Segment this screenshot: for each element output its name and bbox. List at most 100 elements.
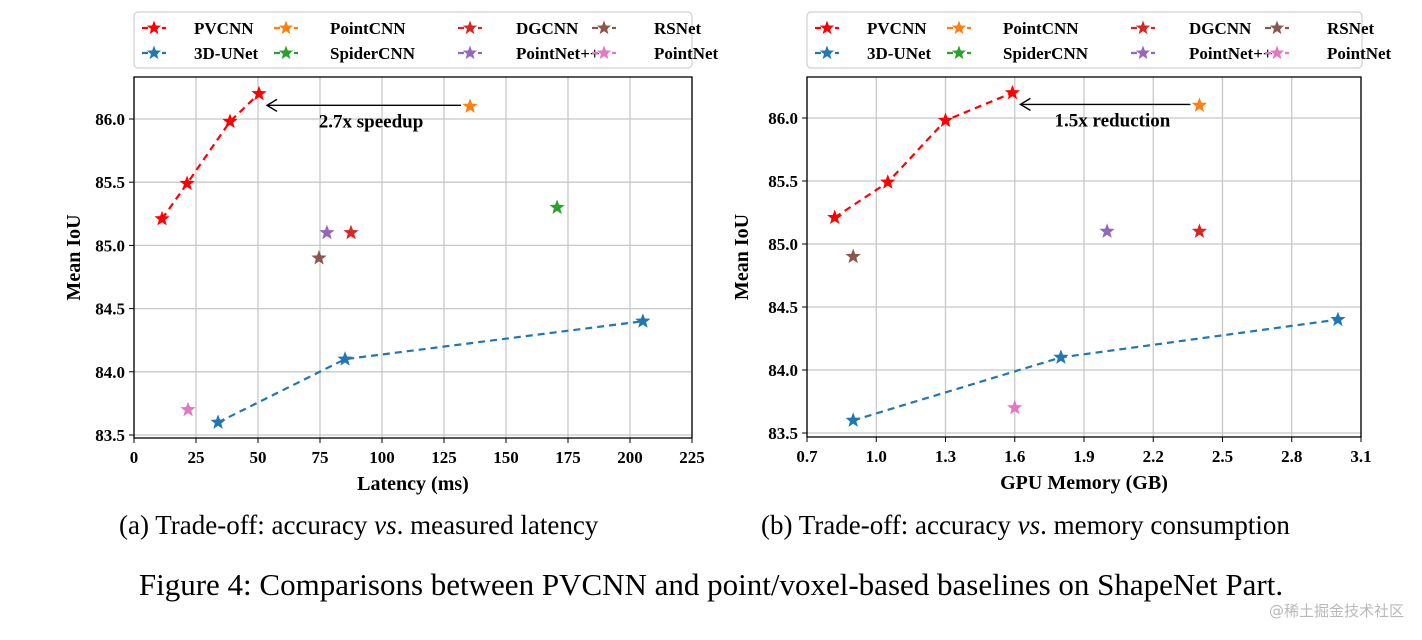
caption-b-suffix: . memory consumption bbox=[1040, 510, 1290, 540]
data-point-3d-unet bbox=[210, 414, 226, 429]
y-tick-label: 85.0 bbox=[768, 235, 798, 254]
legend-star-icon bbox=[462, 45, 478, 60]
data-point-3d-unet bbox=[635, 313, 651, 328]
legend-star-icon bbox=[819, 20, 835, 35]
legend-label: PointNet++ bbox=[1189, 44, 1273, 63]
y-tick-label: 83.5 bbox=[768, 424, 798, 443]
data-point-pvcnn bbox=[222, 113, 238, 128]
data-point-pointnet bbox=[180, 401, 196, 417]
legend-star-icon bbox=[1269, 20, 1285, 35]
x-tick-label: 225 bbox=[679, 448, 705, 467]
series-line-pvcnn bbox=[161, 92, 260, 220]
y-tick-label: 85.5 bbox=[95, 173, 125, 192]
series-line-pvcnn bbox=[834, 91, 1013, 219]
y-tick-label: 85.0 bbox=[95, 236, 125, 255]
data-point-dgcnn bbox=[1191, 223, 1208, 238]
legend-label: PointNet bbox=[654, 44, 719, 63]
data-point-spidercnn bbox=[549, 199, 565, 214]
legend-label: PointNet bbox=[1327, 44, 1392, 63]
x-tick-label: 25 bbox=[188, 448, 205, 467]
x-tick-label: 125 bbox=[431, 448, 457, 467]
x-tick-label: 2.8 bbox=[1281, 447, 1302, 466]
x-tick-label: 1.0 bbox=[866, 447, 887, 466]
data-point-pointcnn bbox=[462, 98, 478, 113]
legend-star-icon bbox=[596, 20, 612, 35]
legend-star-icon bbox=[819, 45, 835, 60]
data-point-pointnet- bbox=[319, 224, 335, 240]
caption-b-vs: vs bbox=[1017, 510, 1041, 540]
legend-label: DGCNN bbox=[516, 19, 579, 38]
x-tick-label: 2.2 bbox=[1143, 447, 1164, 466]
data-point-pointcnn bbox=[1191, 97, 1208, 112]
legend-star-icon bbox=[951, 20, 967, 35]
legend-star-icon bbox=[146, 45, 162, 60]
arrow-head-icon bbox=[1019, 97, 1031, 112]
legend-label: SpiderCNN bbox=[1003, 44, 1089, 63]
y-axis-label: Mean IoU bbox=[731, 214, 753, 300]
data-point-rsnet bbox=[845, 248, 861, 264]
data-point-dgcnn bbox=[343, 224, 359, 240]
x-tick-label: 3.1 bbox=[1350, 447, 1371, 466]
x-tick-label: 0 bbox=[130, 448, 139, 467]
x-tick-label: 50 bbox=[250, 448, 267, 467]
x-tick-label: 100 bbox=[369, 448, 395, 467]
annotation-text: 2.7x speedup bbox=[319, 111, 424, 132]
legend-box bbox=[133, 11, 693, 69]
legend-label: PVCNN bbox=[194, 19, 254, 38]
x-tick-label: 150 bbox=[493, 448, 519, 467]
arrow-head-icon bbox=[265, 98, 278, 112]
x-axis-label: GPU Memory (GB) bbox=[1000, 472, 1168, 494]
data-point-3d-unet bbox=[845, 412, 861, 427]
caption-a-prefix: (a) Trade-off: accuracy bbox=[119, 510, 375, 540]
x-tick-label: 1.9 bbox=[1073, 447, 1094, 466]
data-point-rsnet bbox=[311, 250, 327, 265]
plot-frame bbox=[806, 76, 1362, 438]
annotation-text: 1.5x reduction bbox=[1055, 110, 1171, 131]
data-point-3d-unet bbox=[1330, 311, 1346, 327]
data-point-pvcnn bbox=[827, 209, 843, 225]
legend-star-icon bbox=[462, 20, 478, 35]
legend-star-icon bbox=[278, 20, 294, 35]
legend-label: 3D-UNet bbox=[194, 44, 259, 63]
caption-b: (b) Trade-off: accuracy vs. memory consu… bbox=[761, 510, 1290, 541]
legend-star-icon bbox=[278, 45, 294, 60]
x-tick-label: 200 bbox=[617, 448, 643, 467]
y-tick-label: 84.5 bbox=[768, 298, 798, 317]
y-tick-label: 86.0 bbox=[95, 110, 125, 129]
data-point-pvcnn bbox=[179, 175, 195, 190]
chart-panel-b: PVCNN PointCNN DGCNN RSNet 3D-UNet SpiderCNN P… bbox=[731, 11, 1392, 494]
y-axis-label: Mean IoU bbox=[63, 214, 85, 300]
legend-star-icon bbox=[951, 45, 967, 60]
data-point-pvcnn bbox=[251, 85, 267, 101]
caption-a: (a) Trade-off: accuracy vs. measured lat… bbox=[119, 510, 598, 541]
figure-caption: Figure 4: Comparisons between PVCNN and … bbox=[138, 567, 1284, 602]
series-line-3d-unet bbox=[217, 320, 644, 424]
y-tick-label: 84.0 bbox=[95, 363, 125, 382]
legend-label: RSNet bbox=[1327, 19, 1375, 38]
data-point-pointnet bbox=[1007, 399, 1023, 415]
legend-box bbox=[806, 11, 1363, 69]
x-tick-label: 75 bbox=[312, 448, 329, 467]
legend-label: PointCNN bbox=[1003, 19, 1079, 38]
x-tick-label: 0.7 bbox=[796, 447, 818, 466]
y-tick-label: 85.5 bbox=[768, 172, 798, 191]
data-point-pvcnn bbox=[937, 112, 954, 127]
caption-a-vs: vs bbox=[374, 510, 397, 540]
watermark: @稀土掘金技术社区 bbox=[1268, 602, 1404, 620]
y-tick-label: 84.5 bbox=[95, 300, 125, 319]
caption-a-suffix: . measured latency bbox=[396, 510, 599, 540]
caption-b-prefix: (b) Trade-off: accuracy bbox=[761, 510, 1018, 540]
legend-label: PointCNN bbox=[330, 19, 406, 38]
x-tick-label: 1.3 bbox=[935, 447, 956, 466]
data-point-pointnet- bbox=[1099, 223, 1115, 238]
legend-star-icon bbox=[146, 20, 162, 35]
legend-label: 3D-UNet bbox=[867, 44, 932, 63]
y-tick-label: 83.5 bbox=[95, 426, 125, 445]
data-point-3d-unet bbox=[337, 351, 353, 366]
x-tick-label: 1.6 bbox=[1004, 447, 1025, 466]
legend-label: RSNet bbox=[654, 19, 702, 38]
legend-label: PVCNN bbox=[867, 19, 927, 38]
legend-label: SpiderCNN bbox=[330, 44, 416, 63]
y-tick-label: 84.0 bbox=[768, 361, 798, 380]
